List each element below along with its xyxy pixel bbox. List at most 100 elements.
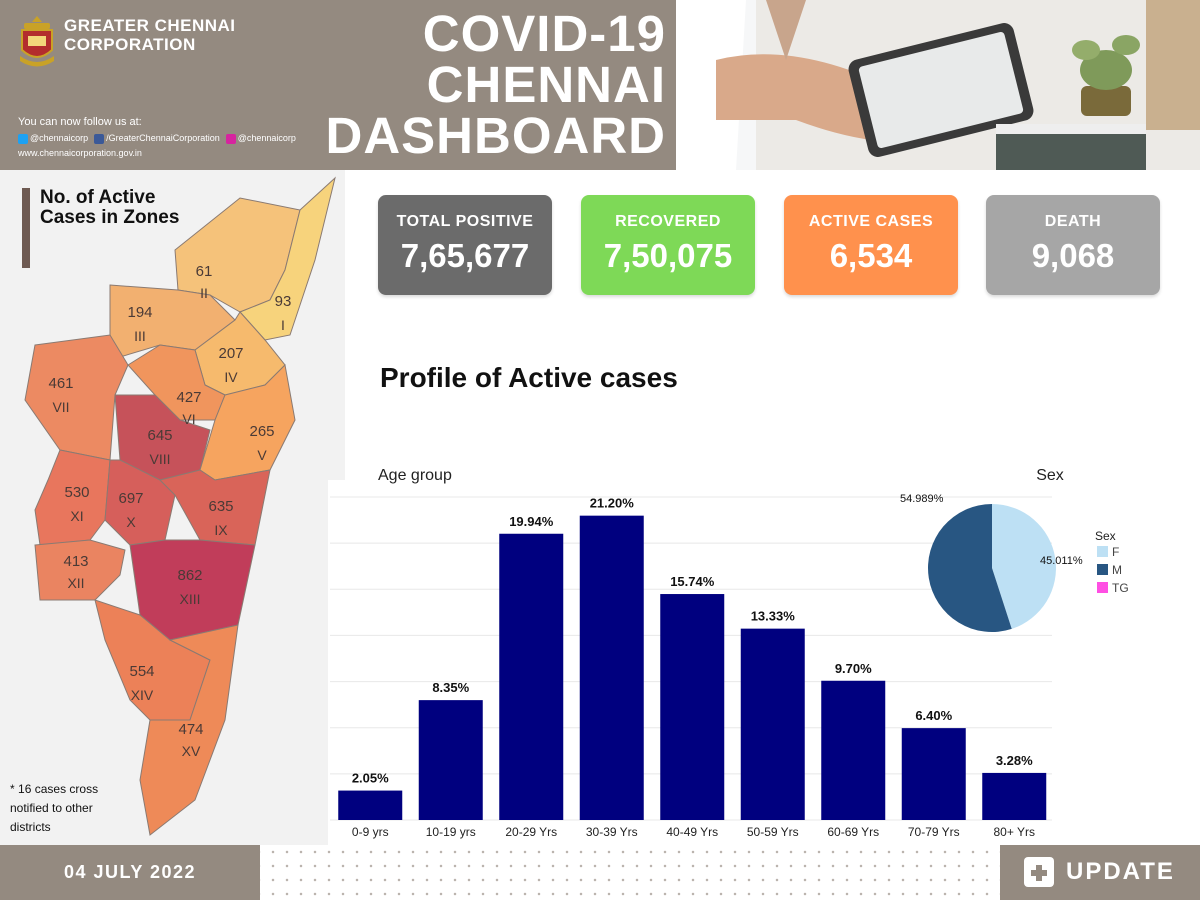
age-bar	[740, 628, 805, 820]
x-tick-label: 50-59 Yrs	[747, 825, 799, 839]
card-value: 6,534	[829, 237, 913, 274]
zone-roman: XI	[70, 508, 83, 524]
zone-x-region[interactable]	[104, 459, 176, 546]
zone-value: 554	[129, 663, 154, 680]
zone-map: 61 II 93 I 194 III 207 IV 461 VII 427 VI…	[24, 176, 336, 836]
sex-legend: Sex FM TG	[1095, 529, 1129, 595]
zone-roman: II	[200, 285, 208, 301]
bar-value-label: 21.20%	[590, 496, 635, 511]
pie-label-f: 45.011%	[1040, 555, 1083, 567]
twitter-icon	[18, 133, 28, 144]
age-chart-title: Age group	[378, 467, 452, 484]
card-value: 9,068	[1031, 237, 1115, 274]
header-banner: GREATER CHENNAI CORPORATION You can now …	[0, 0, 1200, 170]
zone-roman: XII	[67, 575, 84, 591]
bar-value-label: 8.35%	[432, 680, 469, 695]
zone-value: 862	[177, 567, 202, 584]
zone-value: 645	[147, 427, 172, 444]
doctor-tablet-photo	[676, 0, 1200, 170]
bar-value-label: 13.33%	[751, 609, 796, 624]
zone-value: 61	[196, 263, 213, 280]
card-label: RECOVERED	[615, 213, 721, 230]
card-label: ACTIVE CASES	[808, 213, 934, 230]
zone-roman: IV	[224, 369, 238, 385]
title-line-1: COVID-19	[422, 5, 666, 62]
update-button[interactable]: UPDATE	[1000, 845, 1200, 900]
death-card: DEATH 9,068	[986, 195, 1160, 295]
legend-label: F	[1112, 545, 1119, 559]
zone-roman: V	[257, 447, 267, 463]
zone-map-panel: 61 II 93 I 194 III 207 IV 461 VII 427 VI…	[0, 170, 345, 845]
zone-vii-region[interactable]	[24, 334, 129, 461]
bar-value-label: 9.70%	[835, 661, 872, 676]
age-bar	[821, 680, 886, 820]
age-bar	[660, 594, 725, 820]
card-value: 7,50,075	[603, 237, 733, 274]
zone-xv-region[interactable]	[139, 624, 239, 836]
instagram-link[interactable]: @chennaicorp	[225, 133, 296, 144]
card-label: DEATH	[1044, 213, 1102, 230]
age-bar-chart: 2.05% 0-9 yrs 8.35% 10-19 yrs 19.94% 20-29 Yr…	[338, 496, 1047, 839]
sex-pie-chart: 45.011% 54.989%	[900, 493, 1083, 632]
zone-value: 413	[63, 553, 88, 570]
legend-swatch	[1097, 546, 1108, 557]
zone-ix-region[interactable]	[159, 469, 271, 546]
footnote-text: cases cross notified to other districts	[10, 782, 99, 834]
total-positive-card: TOTAL POSITIVE 7,65,677	[378, 195, 552, 295]
social-links: @chennaicorp /GreaterChennaiCorporation …	[18, 133, 296, 144]
card-value: 7,65,677	[400, 237, 530, 274]
pie-slice-m	[928, 504, 1012, 632]
facebook-link[interactable]: /GreaterChennaiCorporation	[94, 133, 220, 144]
footnote: * 16 cases cross notified to other distr…	[10, 782, 99, 834]
pie-label-m: 54.989%	[900, 493, 944, 505]
x-tick-label: 40-49 Yrs	[666, 825, 718, 839]
update-label: UPDATE	[1066, 858, 1175, 885]
zone-roman: III	[134, 328, 146, 344]
instagram-icon	[225, 133, 236, 144]
x-tick-label: 30-39 Yrs	[586, 825, 638, 839]
sex-chart-title: Sex	[1036, 467, 1064, 484]
zone-value: 194	[127, 304, 152, 321]
dashboard-title: COVID-19 CHENNAI DASHBOARD	[290, 8, 666, 161]
zone-value: 635	[208, 498, 233, 515]
age-bar	[338, 790, 403, 820]
zone-roman: IX	[214, 522, 228, 538]
corporation-logo: GREATER CHENNAI CORPORATION	[16, 14, 316, 84]
age-bar	[499, 533, 564, 820]
pie-slice-f	[992, 504, 1056, 629]
bar-chart-grid	[330, 496, 1052, 821]
corporation-emblem-icon	[20, 16, 54, 67]
zone-value: 265	[249, 423, 274, 440]
bar-chart-background	[328, 480, 1056, 845]
zones-title: No. of Active Cases in Zones	[22, 188, 192, 268]
zone-value: 461	[48, 375, 73, 392]
bar-value-label: 2.05%	[352, 771, 389, 786]
zone-roman: XIV	[131, 687, 154, 703]
zone-value: 530	[64, 484, 89, 501]
age-bar	[982, 772, 1047, 820]
org-name: GREATER CHENNAI CORPORATION	[64, 16, 236, 54]
footnote-count: 16	[18, 782, 32, 796]
zone-roman: XV	[182, 743, 201, 759]
recovered-card: RECOVERED 7,50,075	[581, 195, 755, 295]
zone-roman: VII	[52, 399, 69, 415]
profile-title: Profile of Active cases	[380, 362, 678, 393]
zone-xii-region[interactable]	[34, 539, 126, 601]
zone-value: 474	[178, 721, 203, 738]
twitter-link[interactable]: @chennaicorp	[18, 133, 88, 144]
x-tick-label: 80+ Yrs	[994, 825, 1035, 839]
legend-swatch	[1097, 582, 1108, 593]
bar-value-label: 6.40%	[915, 708, 952, 723]
legend-title: Sex	[1095, 529, 1116, 543]
website-link[interactable]: www.chennaicorporation.gov.in	[18, 148, 142, 158]
title-line-3: DASHBOARD	[325, 107, 666, 164]
follow-text: You can now follow us at:	[18, 116, 142, 128]
footer: 04 JULY 2022 UPDATE	[0, 845, 1200, 900]
x-tick-label: 10-19 yrs	[426, 825, 476, 839]
legend-swatch	[1097, 564, 1108, 575]
age-bar	[901, 728, 966, 820]
bar-value-label: 3.28%	[996, 753, 1033, 768]
age-bar	[418, 700, 483, 820]
report-date: 04 JULY 2022	[0, 845, 260, 900]
